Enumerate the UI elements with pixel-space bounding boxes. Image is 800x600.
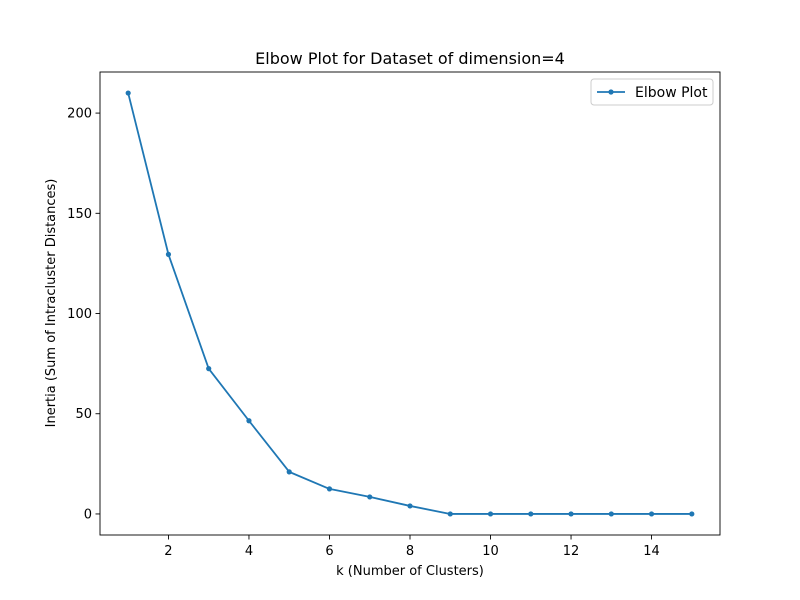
- data-point-k10: [487, 511, 494, 517]
- x-tick-label-2: 2: [164, 544, 172, 559]
- y-tick-label-100: 100: [67, 307, 92, 322]
- data-point-k13: [608, 511, 614, 517]
- data-point-k3: [206, 366, 212, 372]
- x-tick-label-8: 8: [406, 544, 414, 559]
- data-point-k9: [447, 511, 453, 517]
- data-point-k5: [286, 469, 292, 475]
- legend-label: Elbow Plot: [635, 85, 708, 101]
- data-point-k6: [326, 486, 333, 492]
- y-tick-label-50: 50: [75, 407, 92, 422]
- data-point-k12: [568, 511, 574, 517]
- legend-box: [590, 78, 714, 106]
- data-point-k15: [689, 511, 695, 517]
- plot-area: 2 4 6 8 10 12 14 0 50 100 150 200: [67, 71, 721, 559]
- data-point-k14: [648, 511, 655, 517]
- x-tick-label-14: 14: [643, 544, 660, 559]
- data-point-k2: [165, 251, 172, 257]
- x-tick-label-6: 6: [325, 544, 333, 559]
- x-tick-label-4: 4: [245, 544, 253, 559]
- y-axis-label: Inertia (Sum of Intracluster Distances): [44, 179, 59, 428]
- data-point-k4: [246, 418, 252, 424]
- x-tick-label-12: 12: [563, 544, 580, 559]
- data-point-k8: [407, 503, 413, 509]
- legend-marker-swatch: [608, 89, 614, 95]
- chart-title: Elbow Plot for Dataset of dimension=4: [255, 49, 565, 68]
- data-point-k7: [367, 494, 373, 500]
- x-axis-label: k (Number of Clusters): [336, 564, 484, 579]
- legend: Elbow Plot: [590, 78, 714, 106]
- y-tick-label-200: 200: [67, 107, 92, 122]
- data-point-k1: [125, 90, 131, 96]
- x-tick-label-10: 10: [482, 544, 499, 559]
- y-tick-label-0: 0: [84, 507, 92, 522]
- data-point-k11: [528, 511, 534, 517]
- y-tick-label-150: 150: [67, 207, 92, 222]
